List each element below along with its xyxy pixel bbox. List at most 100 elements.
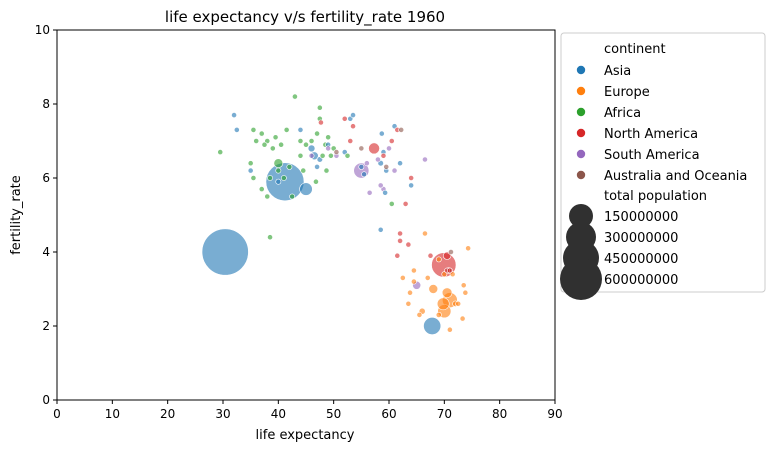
point-europe-12 [410,278,417,285]
point-africa-12 [303,141,309,148]
y-tick-label: 10 [35,23,50,37]
point-north-america-5 [380,152,387,159]
point-africa-16 [314,130,320,137]
point-europe-14 [422,230,428,237]
point-asia-25 [397,160,403,167]
point-europe-2 [436,297,450,311]
point-africa-8 [278,141,284,148]
x-tick-label: 60 [381,407,396,421]
point-africa-26 [275,167,282,174]
point-africa-29 [250,175,257,181]
point-asia-26 [408,182,415,189]
legend-marker-australia-and-oceania [576,170,586,180]
point-europe-15 [410,267,417,274]
legend-marker-south-america [576,149,586,159]
legend-label-africa: Africa [604,106,641,121]
point-africa-5 [261,141,268,148]
x-axis-label: life expectancy [256,428,355,443]
point-europe-11 [405,300,412,307]
point-africa-22 [323,167,330,174]
point-south-america-9 [308,152,315,159]
point-europe-7 [459,315,466,322]
point-north-america-14 [341,115,348,122]
point-australia-and-oceania-2 [358,145,365,152]
point-asia-6 [247,167,254,174]
point-asia-17 [358,163,365,170]
legend-label-south-america: South America [604,148,700,163]
point-africa-11 [297,138,304,144]
legend-size-label: 450000000 [604,252,678,267]
y-axis: 0 2 4 6 8 10 [35,23,57,407]
point-australia-and-oceania-4 [398,126,405,133]
point-africa-31 [247,160,254,167]
point-north-america-15 [318,119,324,126]
point-asia-3 [423,317,442,335]
legend: continent total population Asia Europe Afr… [560,32,766,300]
point-asia-12 [314,163,320,170]
point-africa-3 [258,130,265,137]
legend-marker-africa [576,107,586,117]
point-north-america-8 [397,230,403,237]
point-europe-19 [465,245,472,252]
legend-hue-title: continent [604,42,666,57]
legend-label-asia: Asia [604,64,631,79]
plot-area [56,29,556,401]
point-north-america-7 [388,138,395,144]
point-north-america-3 [405,241,412,248]
point-asia-4 [231,112,237,118]
plot-frame [56,29,556,401]
point-africa-21 [327,152,334,159]
point-africa-38 [297,152,304,159]
legend-label-north-america: North America [604,127,698,142]
point-africa-34 [267,234,273,241]
point-africa-35 [272,134,279,141]
point-asia-18 [361,171,367,178]
legend-marker-europe [576,86,586,96]
point-africa-24 [286,163,293,170]
point-africa-23 [313,178,319,185]
point-north-america-13 [350,123,356,130]
x-tick-label: 40 [271,407,286,421]
point-asia-1 [265,162,305,202]
point-asia-0 [201,228,249,276]
x-tick-label: 10 [105,407,120,421]
legend-size-marker [560,258,602,300]
point-europe-6 [460,282,467,289]
point-africa-32 [289,193,296,200]
point-south-america-8 [377,182,384,189]
point-asia-2 [299,182,313,196]
point-africa-1 [217,149,224,155]
legend-size-marker [569,204,593,228]
point-asia-23 [382,189,389,196]
point-australia-and-oceania-1 [448,249,454,255]
point-south-america-7 [391,167,398,174]
point-europe-22 [446,326,453,333]
x-tick-label: 50 [326,407,341,421]
point-africa-33 [300,167,307,174]
point-south-america-3 [386,145,392,152]
point-africa-25 [280,175,287,181]
y-tick-label: 8 [42,97,50,111]
point-north-america-4 [408,175,415,181]
point-asia-7 [275,178,282,185]
x-tick-label: 30 [215,407,230,421]
point-africa-14 [316,104,323,111]
legend-marker-asia [576,65,586,75]
point-north-america-17 [394,252,401,259]
x-axis: 0 10 20 30 40 50 60 70 80 90 [53,400,563,421]
y-tick-label: 6 [42,171,50,185]
legend-size-label: 300000000 [604,231,678,246]
point-asia-16 [350,112,356,118]
point-north-america-9 [402,200,409,207]
y-tick-label: 4 [42,245,50,259]
point-europe-13 [424,274,431,281]
point-asia-9 [307,144,316,153]
point-australia-and-oceania-5 [383,163,390,170]
legend-frame [560,32,766,293]
point-asia-20 [378,130,385,137]
chart-title: life expectancy v/s fertility_rate 1960 [165,8,445,27]
y-axis-label: fertility_rate [9,175,24,255]
x-tick-label: 0 [53,407,61,421]
legend-size-title: total population [604,189,707,204]
